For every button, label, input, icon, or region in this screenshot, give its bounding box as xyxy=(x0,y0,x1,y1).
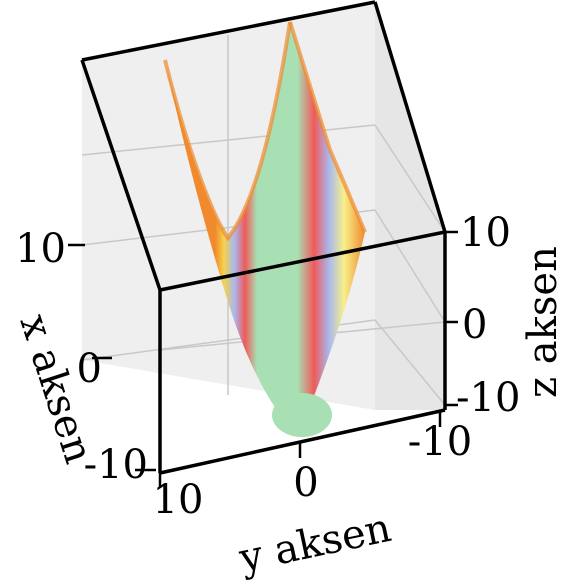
trough-bottom xyxy=(272,393,332,437)
x-tick-10: 10 xyxy=(15,226,66,272)
z-tick-0: 0 xyxy=(462,302,487,348)
z-tick-10: 10 xyxy=(460,210,511,256)
y-tick-neg10: -10 xyxy=(408,419,472,465)
y-tick-10: 10 xyxy=(153,477,204,523)
y-axis-label: y aksen xyxy=(235,505,396,580)
back-panel-right xyxy=(375,2,445,410)
y-tick-0: 0 xyxy=(293,460,318,506)
x-tick-0: 0 xyxy=(77,346,102,392)
z-axis-label: z aksen xyxy=(520,246,564,398)
z-tick-neg10: -10 xyxy=(456,375,520,421)
